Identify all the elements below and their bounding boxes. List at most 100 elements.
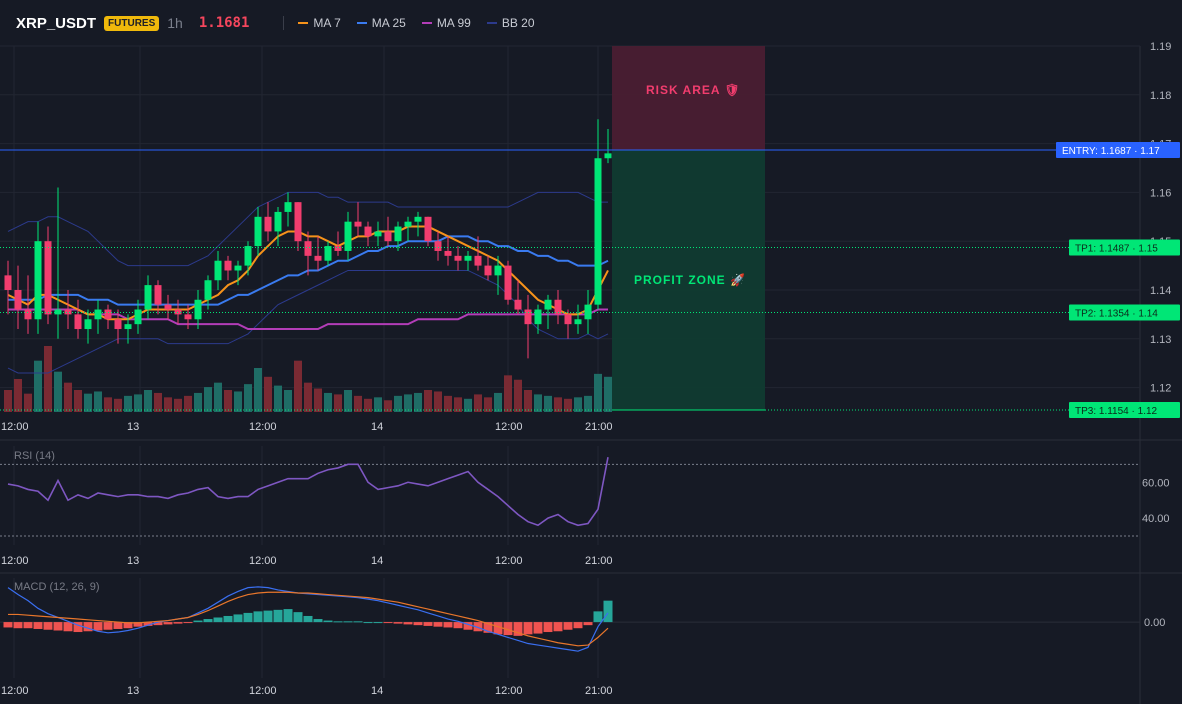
y-tick-label: 1.16 — [1150, 187, 1171, 199]
volume-bar — [314, 388, 322, 412]
profit-zone — [612, 149, 765, 411]
macd-histogram-bar — [113, 622, 123, 629]
y-tick-label: 1.14 — [1150, 285, 1171, 297]
legend-ma7[interactable]: MA 7 — [298, 16, 341, 30]
macd-histogram-bar — [343, 621, 353, 623]
symbol-title[interactable]: XRP_USDT — [16, 14, 97, 32]
chart-header: XRP_USDT FUTURES 1h 1.1681 MA 7 MA 25 MA… — [0, 0, 1140, 46]
macd-histogram-bar — [473, 622, 483, 632]
legend-ma99[interactable]: MA 99 — [421, 16, 471, 30]
volume-bar — [514, 379, 522, 412]
futures-badge: FUTURES — [104, 15, 160, 31]
volume-bar — [224, 390, 232, 412]
candle-body — [44, 241, 52, 315]
volume-bar — [534, 394, 542, 412]
macd-histogram-bar — [303, 615, 313, 623]
candle-body — [24, 309, 32, 320]
candle-body — [394, 226, 402, 242]
x-tick-label: 12:00 — [249, 555, 277, 567]
volume-bar — [44, 346, 52, 412]
volume-bar — [434, 391, 442, 412]
macd-histogram-bar — [33, 622, 43, 629]
tp1-badge — [1069, 239, 1180, 256]
candle-body — [374, 231, 382, 237]
x-tick-label: 14 — [371, 421, 383, 433]
candle-body — [334, 246, 342, 251]
candle-body — [404, 221, 412, 227]
rsi-label: RSI (14) — [14, 450, 55, 462]
y-tick-label: 1.18 — [1150, 90, 1171, 102]
timeframe-label[interactable]: 1h — [167, 15, 183, 31]
candle-body — [474, 255, 482, 266]
volume-bar — [254, 368, 262, 412]
macd-histogram-bar — [133, 622, 143, 627]
macd-histogram-bar — [483, 622, 493, 633]
volume-bar — [414, 392, 422, 412]
tp2-badge — [1069, 304, 1180, 321]
y-tick-label: 1.19 — [1150, 41, 1171, 53]
macd-line — [7, 586, 609, 652]
ma7-swatch — [298, 22, 309, 24]
legend-ma25[interactable]: MA 25 — [356, 16, 406, 30]
volume-bar — [164, 397, 172, 412]
macd-histogram-bar — [523, 622, 533, 635]
legend-ma7-label: MA 7 — [313, 16, 341, 30]
macd-histogram-bar — [603, 600, 613, 623]
volume-bar — [4, 390, 12, 412]
volume-bar — [584, 395, 592, 412]
volume-bar — [184, 395, 192, 412]
macd-histogram-bar — [123, 622, 133, 629]
macd-histogram-bar — [503, 622, 513, 636]
x-tick-label: 21:00 — [585, 555, 613, 567]
x-tick-label: 12:00 — [1, 685, 29, 697]
candle-body — [204, 280, 212, 300]
candle-body — [454, 255, 462, 261]
macd-histogram-bar — [233, 614, 243, 623]
volume-bar — [544, 395, 552, 412]
candle-body — [114, 319, 122, 330]
macd-histogram-bar — [323, 620, 333, 623]
volume-bar — [304, 382, 312, 412]
macd-histogram-bar — [383, 622, 393, 624]
profit-zone-label: PROFIT ZONE 🚀 — [634, 273, 746, 287]
macd-histogram-bar — [553, 622, 563, 632]
volume-bar — [444, 395, 452, 412]
x-tick-label: 13 — [127, 685, 139, 697]
candle-body — [554, 299, 562, 315]
volume-bar — [54, 371, 62, 412]
candle-body — [424, 216, 432, 242]
volume-bar — [474, 394, 482, 412]
volume-bar — [404, 394, 412, 412]
candle-body — [574, 319, 582, 325]
volume-bar — [214, 382, 222, 412]
volume-bar — [24, 393, 32, 412]
signal-line — [8, 591, 609, 647]
macd-histogram-bar — [543, 622, 553, 633]
candle-body — [514, 299, 522, 310]
candle-body — [414, 216, 422, 222]
x-tick-label: 21:00 — [585, 685, 613, 697]
volume-bar — [334, 394, 342, 412]
volume-bar — [134, 394, 142, 412]
macd-tick-label: 0.00 — [1144, 617, 1165, 629]
candle-body — [124, 324, 132, 330]
volume-bar — [64, 382, 72, 412]
candle-body — [34, 241, 42, 320]
volume-bar — [264, 376, 272, 412]
legend-bb20-label: BB 20 — [501, 16, 535, 30]
legend-bb20[interactable]: BB 20 — [486, 16, 535, 30]
volume-bar — [394, 395, 402, 412]
candle-body — [534, 309, 542, 325]
candle-body — [344, 221, 352, 251]
x-tick-label: 12:00 — [249, 685, 277, 697]
macd-histogram-bar — [293, 612, 303, 623]
volume-bar — [554, 397, 562, 412]
bb20-swatch — [486, 22, 497, 24]
tp1-label: TP1: 1.1487 · 1.15 — [1075, 244, 1158, 255]
candle-body — [4, 275, 12, 290]
macd-histogram-bar — [593, 611, 603, 623]
volume-bar — [574, 397, 582, 412]
volume-bar — [124, 395, 132, 412]
candle-body — [234, 265, 242, 271]
